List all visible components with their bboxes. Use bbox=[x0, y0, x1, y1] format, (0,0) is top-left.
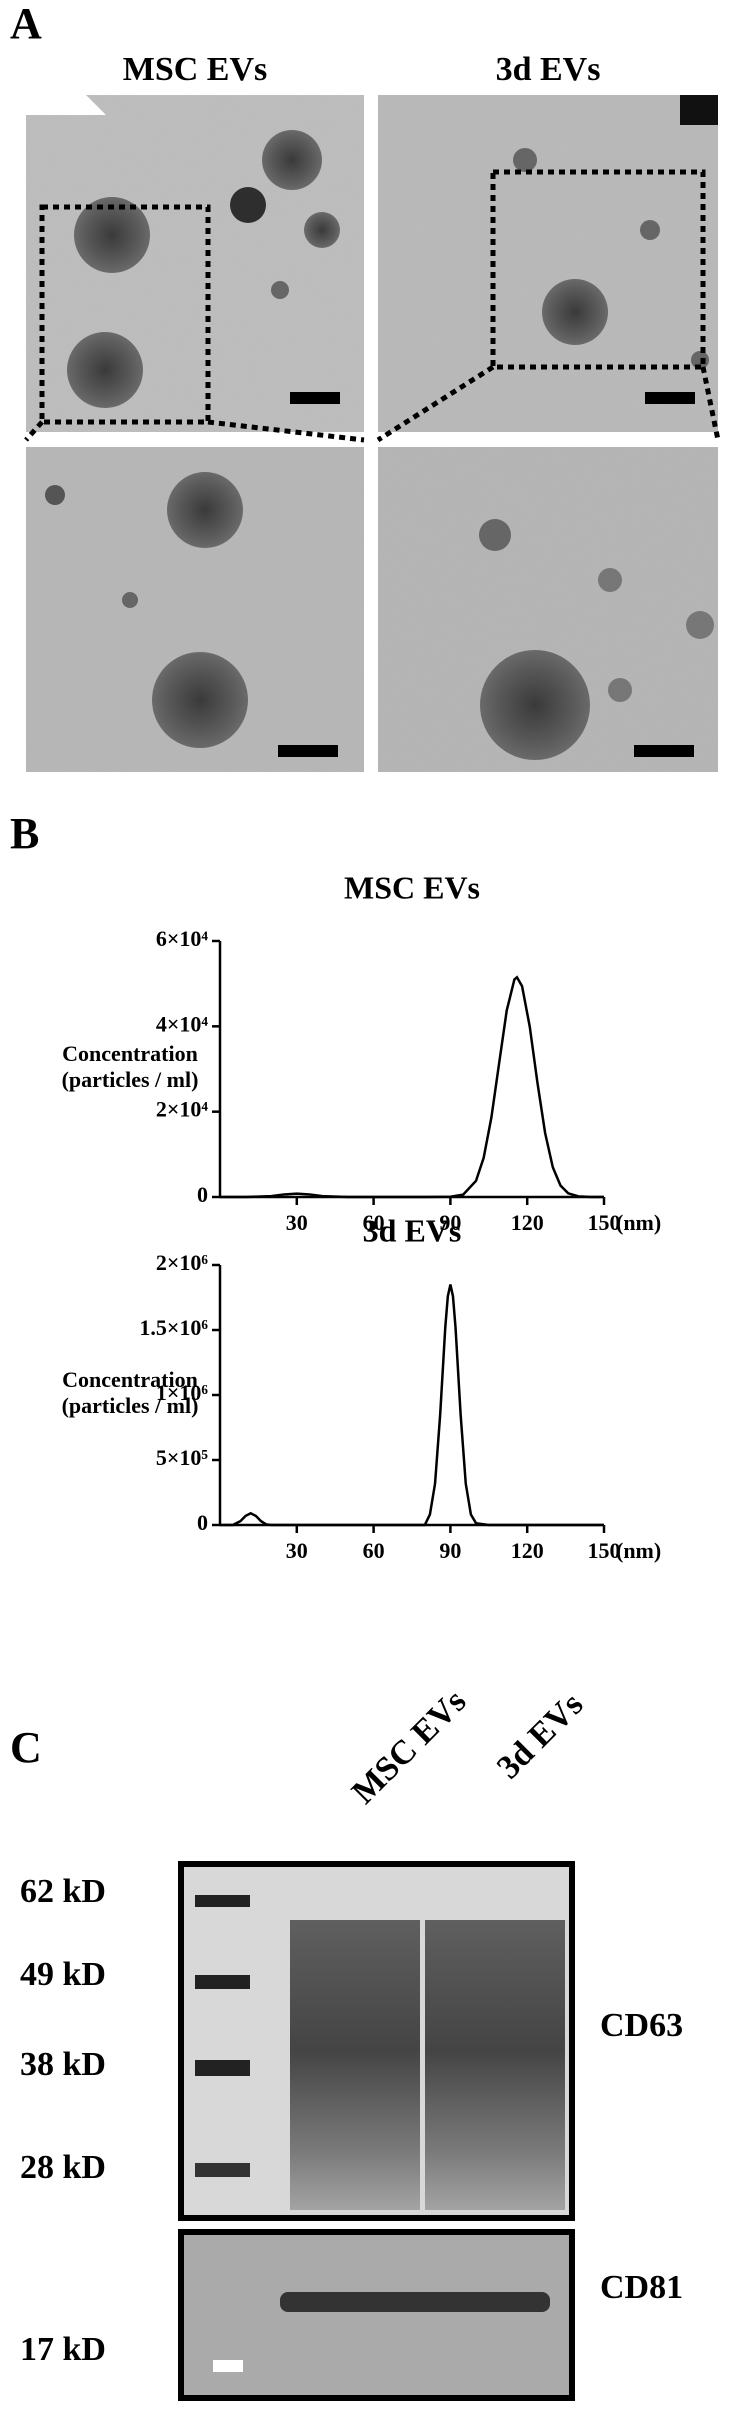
y-axis-label: (particles / ml) bbox=[62, 1067, 199, 1092]
y-tick-label: 0 bbox=[197, 1510, 208, 1535]
y-tick-label: 4×10⁴ bbox=[156, 1011, 209, 1036]
marker-label: 38 kD bbox=[20, 2046, 106, 2083]
y-axis-label: (particles / ml) bbox=[62, 1393, 199, 1418]
marker-label: 49 kD bbox=[20, 1956, 106, 1993]
panel-label: C bbox=[10, 1723, 42, 1772]
x-axis-label: (nm) bbox=[616, 1210, 661, 1235]
y-axis-label: Concentration bbox=[62, 1367, 198, 1392]
x-tick-label: 60 bbox=[363, 1538, 385, 1563]
panel-title: MSC EVs bbox=[123, 51, 268, 88]
x-tick-label: 120 bbox=[511, 1538, 544, 1563]
line-series bbox=[220, 1284, 604, 1527]
x-tick-label: 30 bbox=[286, 1210, 308, 1235]
y-tick-label: 2×10⁴ bbox=[156, 1097, 209, 1122]
y-tick-label: 5×10⁵ bbox=[156, 1445, 209, 1470]
marker-label: 62 kD bbox=[20, 1873, 106, 1910]
x-tick-label: 150 bbox=[588, 1210, 621, 1235]
line-series bbox=[220, 975, 604, 1199]
y-tick-label: 1×10⁶ bbox=[156, 1380, 209, 1405]
chart-title: 3d EVs bbox=[363, 1212, 462, 1248]
x-axis-label: (nm) bbox=[616, 1538, 661, 1563]
marker-label: 28 kD bbox=[20, 2149, 106, 2186]
micrographs bbox=[24, 95, 721, 772]
x-tick-label: 90 bbox=[439, 1538, 461, 1563]
x-tick-label: 90 bbox=[439, 1210, 461, 1235]
chart-title: MSC EVs bbox=[344, 869, 480, 905]
x-tick-label: 150 bbox=[588, 1538, 621, 1563]
y-tick-label: 1.5×10⁶ bbox=[139, 1315, 208, 1340]
band-label: CD81 bbox=[600, 2269, 683, 2306]
y-tick-label: 2×10⁶ bbox=[156, 1250, 209, 1275]
y-axis-label: Concentration bbox=[62, 1041, 198, 1066]
y-tick-label: 6×10⁴ bbox=[156, 926, 209, 951]
x-tick-label: 60 bbox=[363, 1210, 385, 1235]
lane-label: 3d EVs bbox=[490, 1686, 590, 1786]
x-tick-label: 120 bbox=[511, 1210, 544, 1235]
lane-label: MSC EVs bbox=[345, 1683, 473, 1811]
marker-label: 17 kD bbox=[20, 2331, 106, 2368]
x-tick-label: 30 bbox=[286, 1538, 308, 1563]
panel-title: 3d EVs bbox=[496, 51, 601, 88]
panel-label: A bbox=[10, 0, 42, 48]
western-blot bbox=[178, 1861, 575, 2401]
panel-label: B bbox=[10, 809, 39, 858]
band-label: CD63 bbox=[600, 2007, 683, 2044]
y-tick-label: 0 bbox=[197, 1182, 208, 1207]
